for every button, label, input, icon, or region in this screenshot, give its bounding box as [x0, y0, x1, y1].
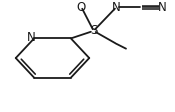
- Text: S: S: [90, 24, 97, 37]
- Text: N: N: [27, 31, 35, 44]
- Text: O: O: [77, 1, 86, 14]
- Text: N: N: [158, 1, 166, 14]
- Text: N: N: [112, 1, 121, 14]
